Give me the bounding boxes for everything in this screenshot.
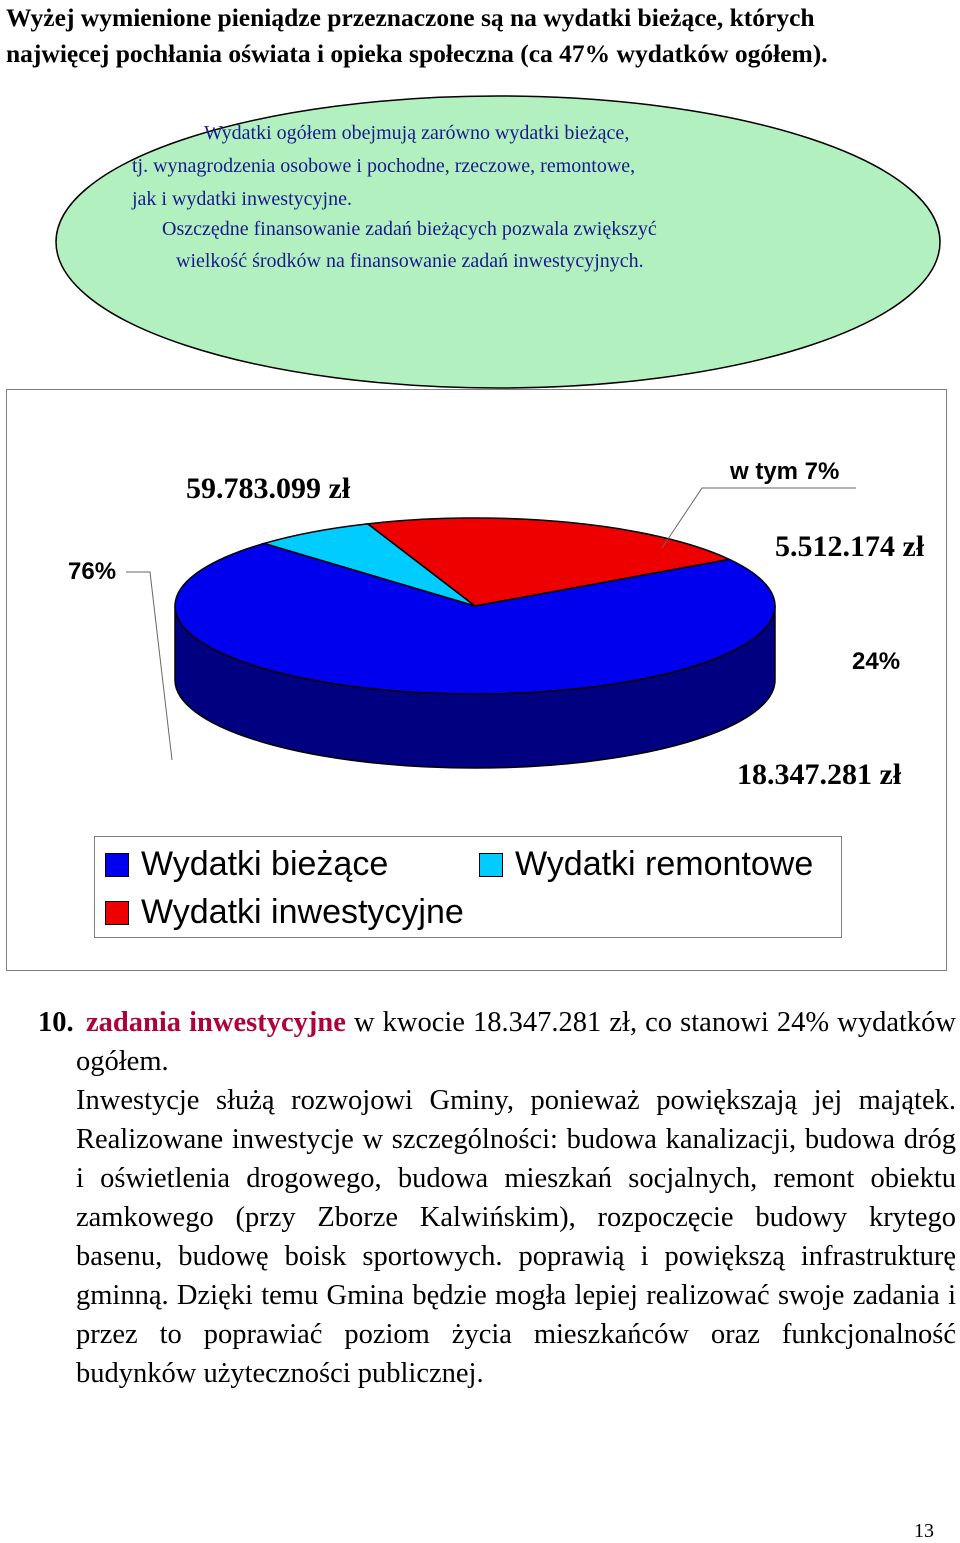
section-number: 10. [38,1007,74,1038]
section-heading-rest: w kwocie 18.347.281 zł, co stanowi 24% w… [76,1007,956,1077]
callout-line-5: wielkość środków na finansowanie zadań i… [176,250,644,272]
section-10-heading: 10. zadania inwestycyjne w kwocie 18.347.… [38,1003,956,1081]
legend-item-biezace: Wydatki bieżące [105,845,388,884]
callout-line-1: Wydatki ogółem obejmują zarówno wydatki … [204,122,630,144]
leader-line-biezace [126,571,173,761]
percent-label-inwestycyjne: 24% [852,648,901,675]
callout-line-3: jak i wydatki inwestycyjne. [132,188,352,210]
percent-label-remontowe: w tym 7% [730,458,840,485]
section-paragraph: Inwestycje służą rozwojowi Gminy, poniew… [76,1085,956,1389]
value-label-inwestycyjne: 18.347.281 zł [737,758,902,791]
page-number: 13 [914,1520,934,1542]
intro-line-1: Wyżej wymienione pieniądze przeznaczone … [6,3,815,32]
slice-biezace [174,542,776,695]
value-label-remontowe: 5.512.174 zł [775,530,925,563]
leader-line-remontowe [661,487,856,549]
slice-remontowe [261,523,476,607]
chart-frame [6,389,947,971]
intro-line-2: najwięcej pochłania oświata i opieka spo… [6,39,828,68]
percent-label-biezace: 76% [68,558,117,585]
section-highlight: zadania inwestycyjne [86,1007,346,1038]
legend-label-biezace: Wydatki bieżące [141,845,389,883]
value-label-biezace: 59.783.099 zł [186,472,351,505]
pie-chart [126,487,856,769]
slice-inwestycyjne [365,517,732,607]
legend-swatch-inwestycyjne [105,900,129,925]
legend-item-remontowe: Wydatki remontowe [479,845,813,884]
legend-swatch-biezace [105,852,129,877]
callout-ellipse [55,95,941,389]
legend-swatch-remontowe [479,852,503,877]
chart-legend: Wydatki bieżące Wydatki remontowe Wydatk… [94,836,842,938]
callout-line-4: Oszczędne finansowanie zadań bieżących p… [162,218,657,240]
legend-item-inwestycyjne: Wydatki inwestycyjne [105,893,464,932]
section-10-text: 10. zadania inwestycyjne w kwocie 18.347.… [38,1003,956,1393]
legend-label-inwestycyjne: Wydatki inwestycyjne [141,893,464,931]
callout-line-2: tj. wynagrodzenia osobowe i pochodne, rz… [132,155,636,177]
intro-paragraph: Wyżej wymienione pieniądze przeznaczone … [6,0,956,72]
legend-label-remontowe: Wydatki remontowe [515,845,814,883]
